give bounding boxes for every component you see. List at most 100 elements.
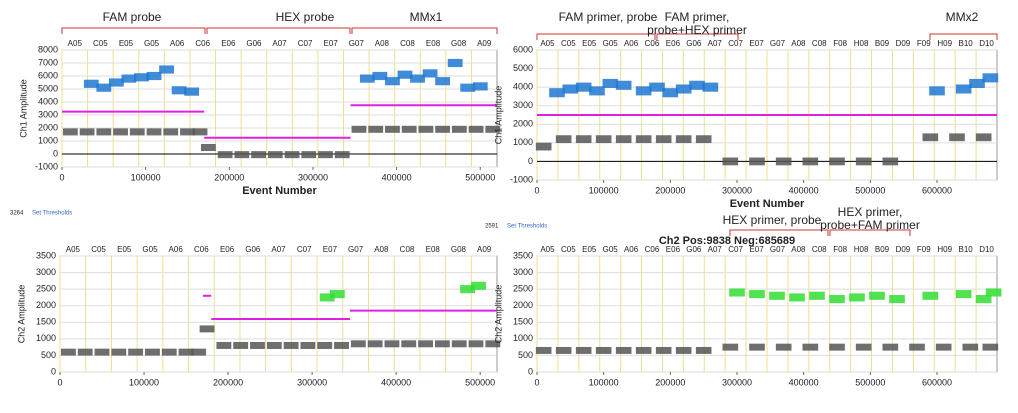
y-tick-label: -1000 — [510, 174, 533, 184]
droplet-cluster — [385, 77, 400, 86]
droplet-cluster — [882, 157, 899, 166]
x-tick-label: 500000 — [855, 377, 885, 387]
droplet-cluster — [615, 135, 632, 144]
x-tick-label: 400000 — [789, 185, 819, 195]
droplet-cluster — [775, 343, 792, 351]
y-tick-label: 3000 — [513, 100, 533, 110]
droplet-cluster — [434, 340, 450, 348]
group-bracket — [206, 27, 351, 34]
group-bracket — [61, 27, 206, 34]
x-tick-label: 200000 — [214, 172, 244, 182]
y-tick-label: 3500 — [36, 250, 56, 260]
droplet-cluster — [975, 295, 992, 304]
droplet-cluster — [635, 346, 652, 354]
y-tick-label: 0 — [528, 366, 533, 376]
y-tick-label: 2500 — [513, 284, 533, 294]
group-label: probe+FAM primer — [820, 218, 920, 232]
droplet-cluster — [855, 157, 872, 166]
well-label: E06 — [666, 245, 681, 254]
well-label: G05 — [603, 245, 619, 254]
well-label: C07 — [298, 39, 313, 48]
x-tick-label: 300000 — [722, 377, 752, 387]
y-tick-label: 7000 — [38, 57, 58, 67]
group-label: FAM primer, — [665, 10, 730, 24]
droplet-cluster — [283, 342, 299, 349]
x-tick-label: 300000 — [298, 172, 328, 182]
droplet-cluster — [217, 151, 233, 159]
well-label: C06 — [645, 245, 660, 254]
droplet-cluster — [535, 142, 552, 151]
well-label: C06 — [194, 245, 209, 254]
droplet-cluster — [549, 88, 565, 98]
group-label: MMx1 — [410, 10, 443, 24]
well-label: C05 — [561, 39, 576, 48]
droplet-cluster — [422, 69, 438, 78]
droplet-cluster — [982, 343, 999, 351]
droplet-cluster — [447, 58, 463, 68]
droplet-cluster — [802, 157, 819, 166]
droplet-cluster — [829, 157, 845, 166]
droplet-cluster — [146, 128, 162, 136]
x-tick-label: 500000 — [465, 377, 495, 387]
well-label: A06 — [624, 245, 639, 254]
well-label: C08 — [400, 245, 415, 254]
y-tick-label: 3500 — [513, 250, 533, 260]
well-label: A05 — [540, 39, 555, 48]
well-label: B09 — [875, 245, 890, 254]
well-label: C05 — [561, 245, 576, 254]
droplet-cluster — [869, 291, 885, 300]
droplet-cluster — [695, 346, 712, 354]
well-label: C07 — [728, 245, 743, 254]
well-label: C06 — [645, 39, 660, 48]
well-label: E07 — [749, 245, 764, 254]
droplet-cluster — [722, 157, 739, 166]
well-label: E06 — [666, 39, 681, 48]
y-axis-label: Ch2 Amplitude — [493, 285, 503, 344]
droplet-cluster — [96, 83, 112, 92]
droplet-cluster — [985, 288, 1002, 297]
droplet-cluster — [301, 151, 317, 159]
well-label: E07 — [324, 39, 339, 48]
well-label: E07 — [323, 245, 338, 254]
droplet-cluster — [472, 82, 488, 91]
x-tick-label: 200000 — [655, 185, 685, 195]
droplet-cluster — [146, 71, 162, 81]
well-label: G07 — [349, 39, 365, 48]
well-label: E05 — [582, 245, 597, 254]
x-tick-label: 0 — [59, 172, 64, 182]
droplet-cluster — [451, 340, 467, 348]
well-label: D10 — [979, 39, 994, 48]
droplet-cluster — [329, 290, 345, 299]
y-tick-label: 3000 — [513, 267, 533, 277]
y-tick-label: 8000 — [38, 44, 58, 54]
droplet-cluster — [555, 346, 572, 354]
x-tick-label: 100000 — [589, 377, 619, 387]
droplet-cluster — [909, 343, 925, 351]
droplet-cluster — [401, 340, 417, 348]
droplet-cluster — [129, 128, 145, 136]
droplet-cluster — [350, 340, 366, 348]
group-label: FAM probe — [103, 10, 162, 24]
x-tick-label: 100000 — [589, 185, 619, 195]
droplet-cluster — [562, 84, 579, 94]
droplet-cluster — [234, 151, 250, 159]
group-label: HEX primer, — [838, 205, 903, 219]
droplet-cluster — [485, 340, 501, 348]
droplet-cluster — [575, 346, 592, 354]
droplet-cluster — [199, 325, 215, 333]
well-label: B10 — [959, 245, 974, 254]
droplet-cluster — [962, 343, 979, 351]
x-tick-label: 600000 — [922, 185, 952, 195]
droplet-cluster — [615, 346, 632, 354]
droplet-cluster — [216, 342, 232, 349]
well-label: E05 — [117, 245, 132, 254]
x-tick-label: 400000 — [789, 377, 819, 387]
threshold-button: Set Thresholds — [32, 211, 72, 217]
droplet-cluster — [334, 342, 349, 349]
droplet-cluster — [675, 135, 692, 144]
threshold-button: Set Thresholds — [507, 224, 547, 230]
droplet-cluster — [829, 295, 845, 304]
threshold-value: 3264 — [10, 211, 24, 217]
droplet-cluster — [722, 343, 739, 351]
droplet-cluster — [200, 143, 216, 152]
